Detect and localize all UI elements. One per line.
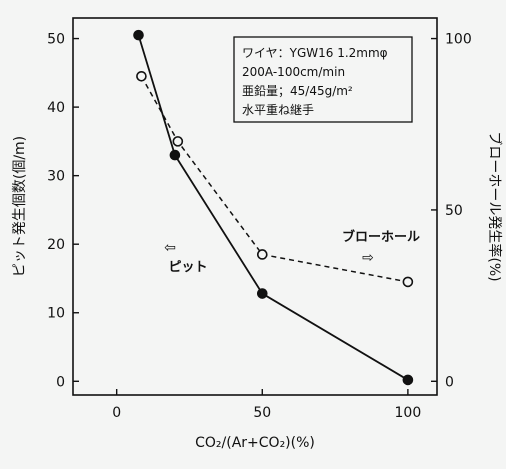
info-box-line: 亜鉛量；45/45g/m² xyxy=(242,84,353,98)
y-left-tick-label: 30 xyxy=(47,169,65,185)
y-left-tick-label: 0 xyxy=(56,374,65,390)
data-point-series-0 xyxy=(256,288,268,299)
y-left-tick-label: 10 xyxy=(47,306,65,322)
axes-layer: 0 50 100 0 10 20 30 40 50 0 50 100 CO₂/(Ar+CO₂)(%) ピッ… xyxy=(12,17,503,451)
y-right-tick-label: 50 xyxy=(445,203,463,219)
info-box-line: 200A-100cm/min xyxy=(242,65,345,79)
data-point-series-0 xyxy=(169,149,181,161)
x-tick-label: 0 xyxy=(112,405,121,421)
data-point-series-1 xyxy=(402,276,414,288)
y-left-tick-label: 20 xyxy=(47,237,65,253)
x-tick-label: 100 xyxy=(395,405,422,421)
data-point-series-1 xyxy=(256,249,268,260)
blowhole-label: ブローホール xyxy=(342,229,420,245)
annotations-layer: ⇦ ピット ブローホール ⇨ xyxy=(164,229,420,275)
info-box-frame xyxy=(233,36,413,123)
blowhole-arrow: ⇨ xyxy=(362,250,374,266)
data-point-series-1 xyxy=(136,70,147,82)
series-line-1 xyxy=(140,75,409,283)
info-box-line: ワイヤ：YGW16 1.2mmφ xyxy=(242,46,388,60)
data-point-series-1 xyxy=(172,136,184,147)
series-layer xyxy=(133,29,414,386)
pit-label: ピット xyxy=(168,260,207,275)
y-right-tick-label: 0 xyxy=(445,374,454,390)
data-point-series-0 xyxy=(402,374,414,386)
pit-arrow: ⇦ xyxy=(164,240,176,256)
y-left-tick-label: 40 xyxy=(47,100,65,116)
y-left-axis-title: ピット発生個数(個/m) xyxy=(12,136,28,277)
x-tick-label: 50 xyxy=(253,405,271,421)
series-line-0 xyxy=(137,34,409,381)
info-box: ワイヤ：YGW16 1.2mmφ 200A-100cm/min 亜鉛量；45/45g… xyxy=(233,36,413,123)
x-axis-title: CO₂/(Ar+CO₂)(%) xyxy=(195,435,315,451)
y-right-axis-title: ブローホール発生率(%) xyxy=(486,131,503,281)
y-left-tick-label: 50 xyxy=(47,32,65,48)
data-point-series-0 xyxy=(133,29,144,41)
y-right-tick-label: 100 xyxy=(445,32,472,48)
plot-frame xyxy=(72,17,438,396)
info-box-line: 水平重ね継手 xyxy=(242,102,314,117)
